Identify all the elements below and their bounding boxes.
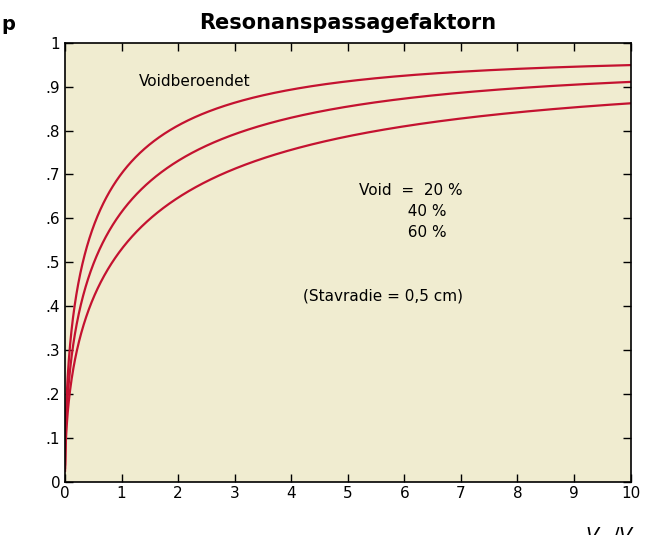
Text: Void  =  20 %
          40 %
          60 %: Void = 20 % 40 % 60 % (359, 183, 463, 240)
Text: p: p (1, 15, 16, 34)
Text: Voidberoendet: Voidberoendet (138, 73, 250, 88)
Text: $\mathit{V}_{m}/\mathit{V}_{u}$: $\mathit{V}_{m}/\mathit{V}_{u}$ (585, 525, 642, 535)
Title: Resonanspassagefaktorn: Resonanspassagefaktorn (199, 13, 497, 33)
Text: (Stavradie = 0,5 cm): (Stavradie = 0,5 cm) (302, 288, 463, 303)
